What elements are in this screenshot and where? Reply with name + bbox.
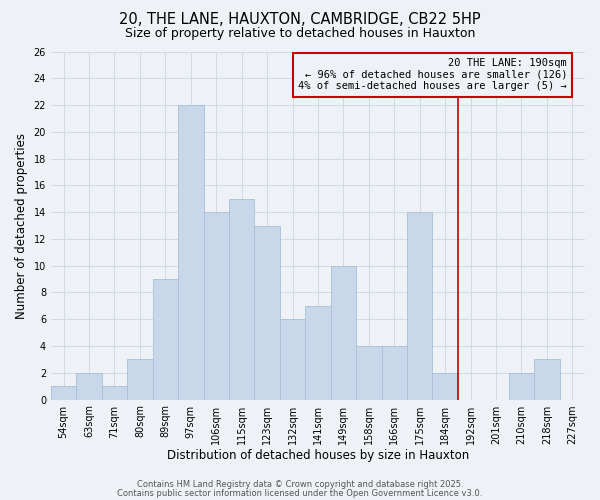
Text: Contains HM Land Registry data © Crown copyright and database right 2025.: Contains HM Land Registry data © Crown c… [137, 480, 463, 489]
Bar [305, 306, 331, 400]
Bar [254, 226, 280, 400]
Bar [229, 199, 254, 400]
Y-axis label: Number of detached properties: Number of detached properties [15, 132, 28, 318]
Text: Size of property relative to detached houses in Hauxton: Size of property relative to detached ho… [125, 28, 475, 40]
Text: Contains public sector information licensed under the Open Government Licence v3: Contains public sector information licen… [118, 488, 482, 498]
X-axis label: Distribution of detached houses by size in Hauxton: Distribution of detached houses by size … [167, 450, 469, 462]
Bar [152, 279, 178, 400]
Bar [433, 373, 458, 400]
Text: 20 THE LANE: 190sqm
← 96% of detached houses are smaller (126)
4% of semi-detach: 20 THE LANE: 190sqm ← 96% of detached ho… [298, 58, 567, 92]
Bar [382, 346, 407, 400]
Bar [102, 386, 127, 400]
Bar [203, 212, 229, 400]
Bar [51, 386, 76, 400]
Bar [534, 360, 560, 400]
Bar [127, 360, 152, 400]
Bar [331, 266, 356, 400]
Bar [509, 373, 534, 400]
Text: 20, THE LANE, HAUXTON, CAMBRIDGE, CB22 5HP: 20, THE LANE, HAUXTON, CAMBRIDGE, CB22 5… [119, 12, 481, 28]
Bar [407, 212, 433, 400]
Bar [76, 373, 102, 400]
Bar [178, 105, 203, 400]
Bar [356, 346, 382, 400]
Bar [280, 320, 305, 400]
